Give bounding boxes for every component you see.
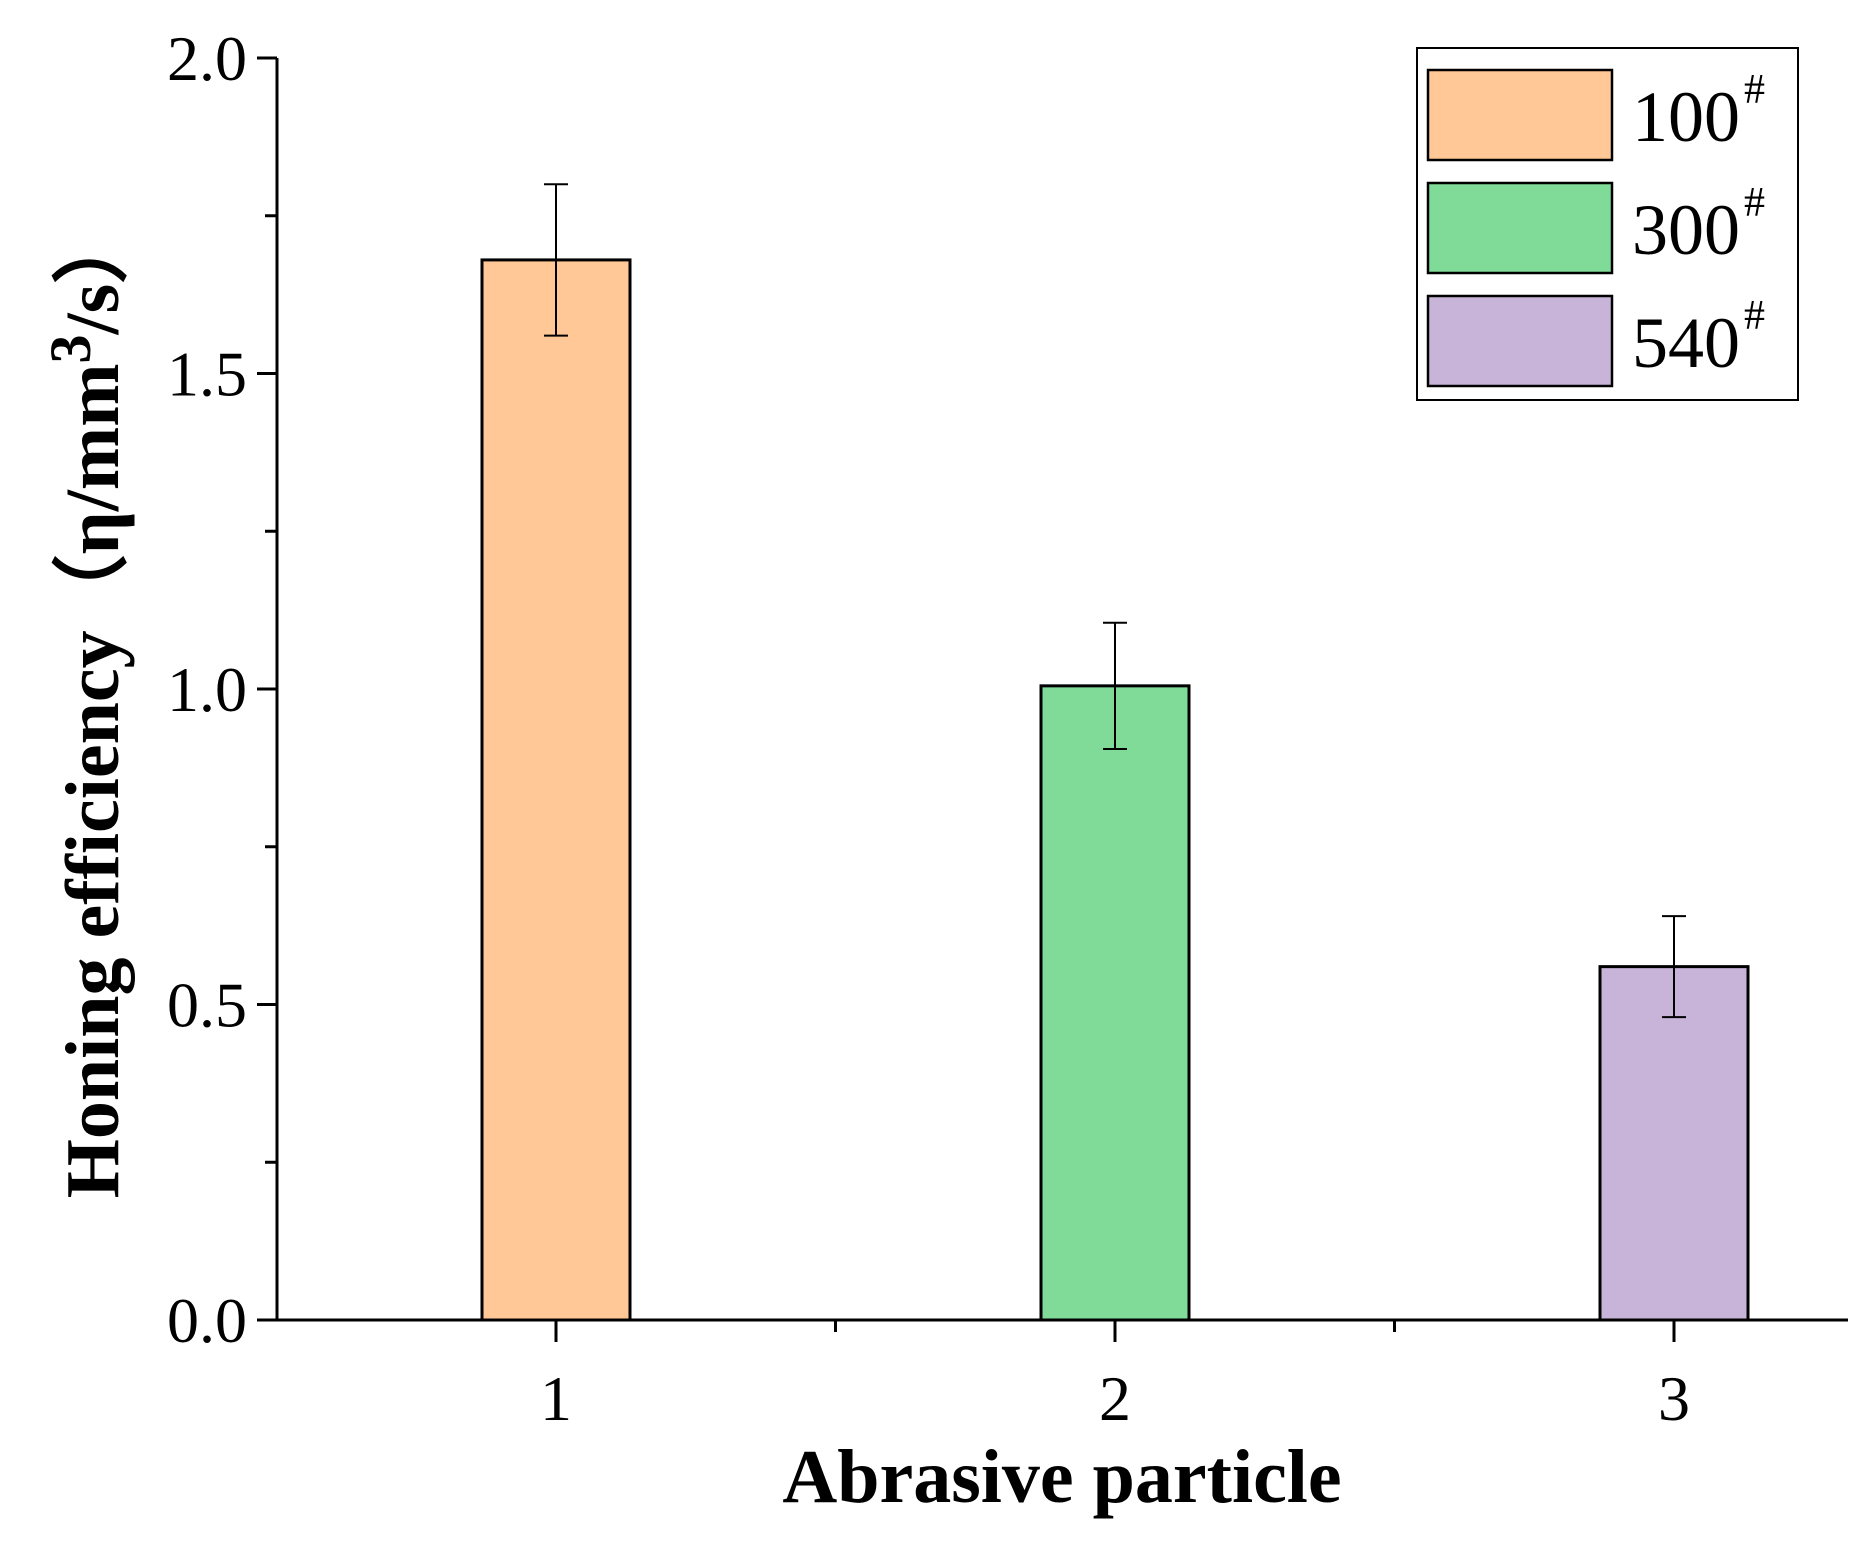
y-axis-title-tail: /s） xyxy=(51,208,135,336)
y-axis-title-sup: 3 xyxy=(38,335,103,364)
bar-540 xyxy=(1598,965,1750,1322)
y-tick-label: 1.5 xyxy=(167,339,247,410)
x-axis-title: Abrasive particle xyxy=(782,1435,1341,1519)
bar-100 xyxy=(480,258,632,1322)
legend-swatch-540 xyxy=(1426,294,1614,388)
y-tick-label: 0.5 xyxy=(167,970,247,1041)
x-tick-label: 3 xyxy=(1658,1363,1690,1434)
x-tick-label: 1 xyxy=(540,1363,572,1434)
error-bars xyxy=(544,183,1686,1019)
legend-swatch-300 xyxy=(1426,181,1614,275)
legend: 100# 300# 540# xyxy=(1416,47,1799,401)
legend-swatch-100 xyxy=(1426,68,1614,162)
y-axis-title-main: Honing efficiency（η/mm xyxy=(51,364,135,1199)
legend-label-100: 100# xyxy=(1632,67,1765,157)
y-ticks: 0.0 0.5 1.0 1.5 2.0 xyxy=(167,23,277,1356)
y-tick-label: 1.0 xyxy=(167,654,247,725)
bars xyxy=(480,258,1750,1322)
bar-300 xyxy=(1039,684,1191,1322)
legend-label-300: 300# xyxy=(1632,180,1765,270)
x-tick-label: 2 xyxy=(1099,1363,1131,1434)
y-axis-title: Honing efficiency（η/mm3/s） xyxy=(38,208,135,1198)
x-ticks: 1 2 3 xyxy=(540,1320,1690,1434)
y-tick-label: 2.0 xyxy=(167,23,247,94)
y-tick-label: 0.0 xyxy=(167,1285,247,1356)
legend-label-540: 540# xyxy=(1632,293,1765,383)
